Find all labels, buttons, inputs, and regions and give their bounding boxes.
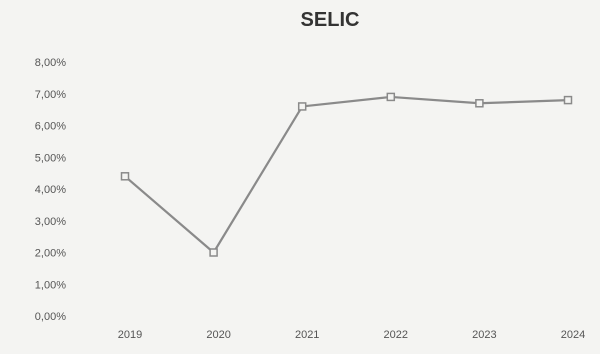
x-tick-label: 2021 (295, 329, 319, 341)
data-point (386, 92, 396, 102)
series-layer (120, 92, 573, 257)
data-point (563, 95, 573, 105)
y-tick-label: 5,00% (35, 152, 66, 164)
y-tick-label: 1,00% (35, 279, 66, 291)
y-axis-ticks: 0,00% 1,00% 2,00% 3,00% 4,00% 5,00% 6,00% 7,00%… (35, 57, 66, 323)
y-tick-label: 0,00% (35, 311, 66, 323)
series-line (124, 95, 569, 254)
x-tick-label: 2019 (118, 329, 142, 341)
data-point (209, 248, 218, 257)
y-tick-label: 2,00% (35, 248, 66, 260)
chart-title: SELIC (301, 9, 360, 31)
y-tick-label: 8,00% (35, 57, 66, 69)
x-tick-label: 2024 (561, 329, 585, 341)
x-tick-label: 2020 (206, 329, 230, 341)
y-tick-label: 7,00% (35, 89, 66, 101)
x-axis-ticks: 2019 2020 2021 2022 2023 2024 (118, 329, 585, 341)
x-tick-label: 2023 (472, 329, 496, 341)
data-point (475, 99, 484, 108)
x-tick-label: 2022 (384, 329, 408, 341)
y-tick-label: 6,00% (35, 121, 66, 133)
data-point (120, 172, 130, 181)
data-point (297, 102, 307, 111)
y-tick-label: 4,00% (35, 184, 66, 196)
y-tick-label: 3,00% (35, 216, 66, 228)
